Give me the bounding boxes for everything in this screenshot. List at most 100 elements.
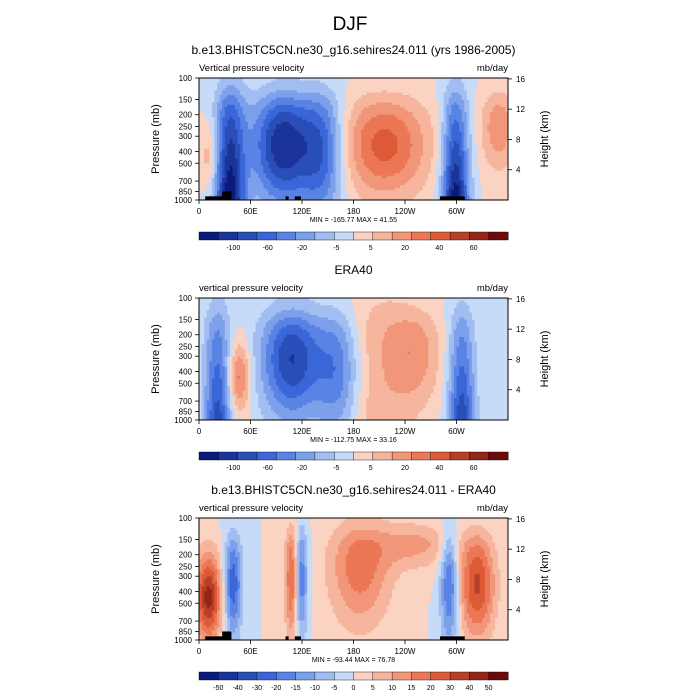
topography-mask bbox=[294, 196, 301, 201]
x-tick-label: 60W bbox=[448, 427, 465, 436]
colorbar-cell bbox=[449, 231, 470, 241]
colorbar-cell bbox=[372, 231, 393, 241]
colorbar-label: 60 bbox=[470, 465, 478, 472]
colorbar-label: -5 bbox=[331, 685, 337, 692]
colorbar-cell bbox=[333, 451, 354, 461]
colorbar-cell bbox=[218, 231, 239, 241]
colorbar-cell bbox=[198, 451, 219, 461]
colorbar-cell bbox=[353, 671, 374, 681]
topography-mask bbox=[222, 191, 232, 201]
colorbar-cell bbox=[449, 451, 470, 461]
colorbar-label: -5 bbox=[333, 245, 339, 252]
field-raster bbox=[199, 298, 509, 421]
colorbar-label: 5 bbox=[369, 245, 373, 252]
x-tick-label: 60E bbox=[243, 427, 257, 436]
colorbar-cell bbox=[411, 231, 432, 241]
colorbar-label: -60 bbox=[263, 245, 273, 252]
colorbar-cell bbox=[430, 671, 451, 681]
colorbar-cell bbox=[237, 451, 258, 461]
y-tick-label: 850 bbox=[179, 187, 193, 196]
y-right-tick-label: 8 bbox=[516, 575, 521, 584]
colorbar-label: 20 bbox=[401, 465, 409, 472]
x-tick-label: 60W bbox=[448, 647, 465, 656]
y-tick-label: 1000 bbox=[174, 416, 192, 425]
x-tick-label: 60E bbox=[243, 647, 257, 656]
colorbar-label: -15 bbox=[291, 685, 301, 692]
panel-title: b.e13.BHISTC5CN.ne30_g16.sehires24.011 (… bbox=[192, 43, 516, 57]
colorbar-label: -100 bbox=[226, 245, 240, 252]
y-right-tick-label: 16 bbox=[516, 515, 525, 524]
x-tick-label: 120E bbox=[293, 427, 312, 436]
colorbar-cell bbox=[411, 451, 432, 461]
colorbar-cell bbox=[488, 671, 509, 681]
colorbar-label: -20 bbox=[297, 465, 307, 472]
colorbar-cell bbox=[488, 451, 509, 461]
colorbar-cell bbox=[391, 451, 412, 461]
y-axis-right-title: Height (km) bbox=[539, 551, 551, 608]
colorbar-cell bbox=[469, 451, 490, 461]
colorbar-cell bbox=[198, 231, 219, 241]
topography-mask bbox=[222, 631, 232, 641]
colorbar-label: 40 bbox=[435, 465, 443, 472]
colorbar-label: -50 bbox=[213, 685, 223, 692]
topography-mask bbox=[294, 636, 301, 641]
x-tick-label: 120E bbox=[293, 207, 312, 216]
y-tick-label: 500 bbox=[179, 379, 193, 388]
y-right-tick-label: 16 bbox=[516, 75, 525, 84]
colorbar-label: -100 bbox=[226, 465, 240, 472]
y-tick-label: 300 bbox=[179, 352, 193, 361]
colorbar-label: -20 bbox=[271, 685, 281, 692]
y-axis-right-title: Height (km) bbox=[539, 331, 551, 388]
y-tick-label: 1000 bbox=[174, 196, 192, 205]
colorbar-cell bbox=[488, 231, 509, 241]
y-axis-title: Pressure (mb) bbox=[150, 324, 162, 394]
y-right-tick-label: 4 bbox=[516, 166, 521, 175]
y-tick-label: 500 bbox=[179, 159, 193, 168]
colorbar-cell bbox=[295, 231, 316, 241]
colorbar-label: 20 bbox=[427, 685, 435, 692]
colorbar-label: 20 bbox=[401, 245, 409, 252]
x-tick-label: 180 bbox=[347, 647, 361, 656]
units-label: mb/day bbox=[477, 503, 508, 514]
field-raster bbox=[199, 78, 509, 201]
colorbar-cell bbox=[256, 231, 277, 241]
x-tick-label: 120W bbox=[395, 647, 416, 656]
x-tick-label: 60W bbox=[448, 207, 465, 216]
y-tick-label: 400 bbox=[179, 367, 193, 376]
colorbar-cell bbox=[333, 231, 354, 241]
colorbar-label: 5 bbox=[369, 465, 373, 472]
colorbar-label: 5 bbox=[371, 685, 375, 692]
colorbar-cell bbox=[218, 451, 239, 461]
y-tick-label: 300 bbox=[179, 572, 193, 581]
colorbar-cell bbox=[333, 671, 354, 681]
topography-mask bbox=[285, 196, 289, 201]
x-tick-label: 0 bbox=[197, 207, 202, 216]
y-axis-title: Pressure (mb) bbox=[150, 104, 162, 174]
colorbar-label: 40 bbox=[465, 685, 473, 692]
y-tick-label: 300 bbox=[179, 132, 193, 141]
stats-label: MIN = -165.77 MAX = 41.55 bbox=[310, 217, 397, 224]
x-tick-label: 120W bbox=[395, 207, 416, 216]
y-tick-label: 850 bbox=[179, 407, 193, 416]
colorbar-label: -30 bbox=[252, 685, 262, 692]
colorbar-label: 40 bbox=[435, 245, 443, 252]
y-right-tick-label: 12 bbox=[516, 105, 525, 114]
figure-title: DJF bbox=[332, 14, 368, 35]
x-tick-label: 180 bbox=[347, 427, 361, 436]
topography-mask bbox=[205, 196, 227, 201]
colorbar-label: -60 bbox=[263, 465, 273, 472]
y-tick-label: 100 bbox=[179, 294, 193, 303]
y-right-tick-label: 4 bbox=[516, 606, 521, 615]
colorbar-cell bbox=[218, 671, 239, 681]
y-tick-label: 500 bbox=[179, 599, 193, 608]
colorbar-cell bbox=[469, 671, 490, 681]
topography-mask bbox=[205, 636, 227, 641]
y-tick-label: 250 bbox=[179, 123, 193, 132]
colorbar-cell bbox=[295, 671, 316, 681]
colorbar-label: 50 bbox=[485, 685, 493, 692]
y-tick-label: 200 bbox=[179, 111, 193, 120]
y-axis-right-title: Height (km) bbox=[539, 111, 551, 168]
colorbar-cell bbox=[237, 671, 258, 681]
x-tick-label: 0 bbox=[197, 427, 202, 436]
